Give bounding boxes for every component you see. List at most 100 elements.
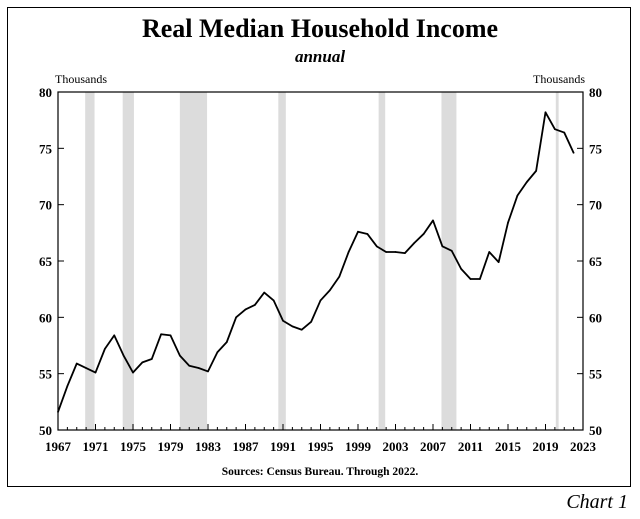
data-point-1978: [160, 333, 162, 336]
data-point-1986: [235, 316, 237, 319]
data-point-2003: [394, 251, 397, 253]
y-tick-label-right-55: 55: [589, 367, 603, 382]
y-tick-label-left-75: 75: [39, 141, 53, 156]
data-point-2006: [422, 233, 425, 235]
chart-number-label: Chart 1: [566, 491, 628, 513]
data-point-2016: [516, 194, 519, 197]
data-point-1996: [329, 289, 331, 292]
y-tick-label-left-55: 55: [39, 367, 53, 382]
x-tick-label-2023: 2023: [570, 439, 597, 454]
data-point-2017: [525, 181, 528, 183]
data-point-2005: [413, 242, 416, 244]
data-point-1985: [225, 341, 228, 343]
units-label-right: Thousands: [533, 72, 585, 86]
data-point-1968: [66, 385, 69, 387]
data-point-1997: [338, 275, 341, 278]
data-point-2012: [479, 278, 481, 280]
data-point-1982: [197, 367, 200, 369]
data-point-2020: [554, 128, 556, 130]
data-point-1995: [319, 299, 322, 302]
x-tick-label-1967: 1967: [45, 439, 72, 454]
y-tick-label-left-65: 65: [39, 254, 53, 269]
y-tick-label-right-70: 70: [589, 198, 602, 213]
source-note: Sources: Census Bureau. Through 2022.: [221, 466, 419, 478]
data-point-1998: [347, 251, 350, 253]
y-tick-label-right-65: 65: [589, 254, 603, 269]
x-tick-label-2007: 2007: [420, 439, 447, 454]
data-point-2009: [450, 250, 453, 252]
y-tick-label-left-70: 70: [39, 198, 52, 213]
y-tick-label-left-50: 50: [39, 423, 52, 438]
x-tick-label-1999: 1999: [345, 439, 372, 454]
x-tick-label-2011: 2011: [458, 439, 483, 454]
data-point-2011: [469, 278, 472, 280]
data-point-2001: [375, 245, 378, 248]
data-point-1977: [150, 358, 153, 360]
data-point-1974: [122, 354, 125, 357]
x-tick-label-1975: 1975: [120, 439, 147, 454]
data-point-1967: [57, 411, 59, 413]
data-point-2021: [563, 131, 566, 134]
y-tick-label-right-50: 50: [589, 423, 602, 438]
data-point-2015: [507, 221, 509, 224]
data-point-2002: [385, 251, 387, 253]
data-point-1994: [310, 321, 312, 323]
recession-band-0: [85, 92, 95, 430]
data-point-1971: [94, 371, 97, 374]
data-point-1970: [85, 367, 87, 369]
data-point-2000: [366, 233, 369, 235]
data-point-1984: [216, 351, 219, 354]
data-point-1999: [357, 230, 359, 233]
x-tick-label-1979: 1979: [158, 439, 185, 454]
data-point-2010: [460, 268, 462, 270]
recession-band-5: [441, 92, 457, 430]
y-tick-label-left-80: 80: [39, 85, 52, 100]
data-point-1989: [263, 291, 266, 294]
data-point-1983: [207, 370, 209, 373]
x-tick-label-1995: 1995: [308, 439, 335, 454]
recession-band-2: [179, 92, 208, 430]
data-point-1969: [75, 362, 78, 365]
data-point-2022: [572, 152, 575, 154]
x-tick-label-2003: 2003: [383, 439, 410, 454]
chart-title: Real Median Household Income: [141, 14, 499, 43]
y-tick-label-left-60: 60: [39, 310, 52, 325]
data-point-2019: [544, 111, 547, 114]
x-tick-label-2019: 2019: [533, 439, 560, 454]
data-point-2013: [488, 251, 491, 253]
data-point-1988: [254, 304, 256, 306]
data-point-2004: [404, 252, 406, 254]
x-tick-label-1991: 1991: [270, 439, 296, 454]
data-point-2008: [441, 245, 444, 248]
data-point-1981: [188, 364, 191, 367]
data-point-1987: [244, 308, 247, 311]
data-point-1992: [291, 325, 294, 328]
data-point-1980: [179, 354, 181, 357]
data-point-1972: [104, 348, 106, 350]
y-tick-label-right-75: 75: [589, 141, 603, 156]
data-point-1973: [113, 334, 116, 337]
data-point-2007: [432, 219, 434, 222]
y-tick-label-right-60: 60: [589, 310, 602, 325]
chart-subtitle: annual: [294, 47, 346, 66]
plot-area: [57, 91, 584, 431]
x-tick-label-1983: 1983: [195, 439, 222, 454]
series-line-0: [57, 111, 575, 413]
data-point-1976: [141, 361, 144, 364]
data-point-1991: [282, 319, 284, 322]
recession-band-3: [278, 92, 286, 430]
x-tick-label-1971: 1971: [83, 439, 109, 454]
chart-frame: [7, 7, 631, 487]
data-point-1990: [272, 299, 275, 302]
data-point-1975: [132, 371, 134, 374]
recession-band-4: [378, 92, 386, 430]
y-tick-label-right-80: 80: [589, 85, 602, 100]
x-tick-label-2015: 2015: [495, 439, 522, 454]
data-point-2014: [497, 261, 500, 263]
data-point-1993: [300, 328, 303, 331]
data-point-2018: [535, 170, 537, 172]
recession-band-6: [555, 92, 559, 430]
x-tick-label-1987: 1987: [233, 439, 260, 454]
data-point-1979: [169, 334, 172, 337]
